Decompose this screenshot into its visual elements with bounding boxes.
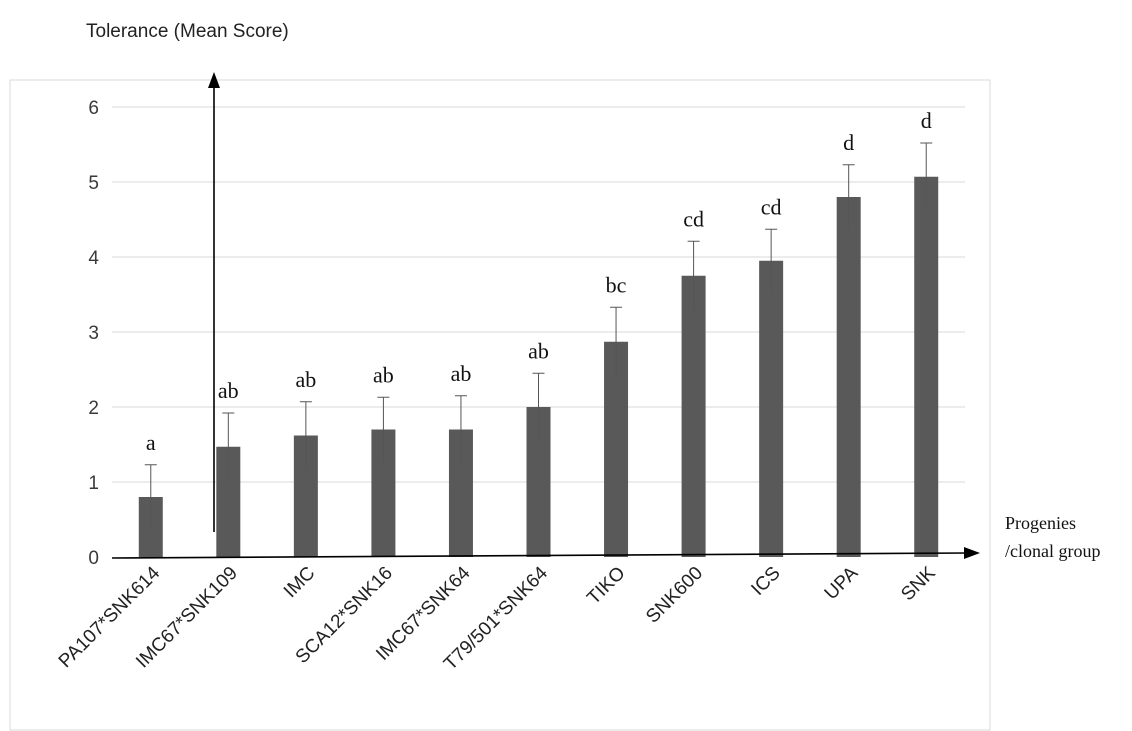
bar [914,176,939,557]
significance-letter: bc [606,272,627,297]
significance-letter: cd [683,206,704,231]
x-tick-label: SNK600 [642,563,707,628]
y-tick-label: 0 [88,548,99,569]
y-tick-labels: 0 1 2 3 4 5 6 [88,98,99,569]
bar [759,260,784,557]
y-tick-label: 6 [88,98,99,119]
significance-letter: d [921,108,932,133]
y-tick-label: 2 [88,398,99,419]
x-axis-title-line-2: /clonal group [1005,541,1100,561]
significance-letter: cd [761,194,782,219]
bar [681,275,706,557]
y-axis-title: Tolerance (Mean Score) [86,21,289,42]
significance-letter: ab [295,367,316,392]
significance-letters: a ab ab ab ab ab bc cd cd d d [146,108,932,455]
x-tick-label: IMC [280,563,319,602]
significance-letter: ab [528,338,549,363]
error-bars [144,142,933,530]
bar [836,197,861,557]
bar [604,341,629,557]
significance-letter: d [843,130,854,155]
significance-letter: ab [373,362,394,387]
y-tick-label: 1 [88,473,99,494]
y-axis-arrowhead [208,72,220,88]
x-tick-label: TIKO [583,563,629,609]
significance-letter: a [146,430,156,455]
bars [138,176,939,557]
x-axis-arrowhead [964,547,980,559]
y-tick-label: 5 [88,173,99,194]
x-tick-label: SNK [897,562,940,605]
x-tick-label: UPA [821,562,863,604]
x-axis-arrow-line [111,552,969,559]
y-tick-label: 4 [88,248,99,269]
gridlines [112,106,965,483]
significance-letter: ab [451,361,472,386]
x-axis-title-line-1: Progenies [1005,513,1076,533]
x-axis-title: Progenies /clonal group [1005,513,1100,561]
y-tick-label: 3 [88,323,99,344]
x-tick-label: ICS [747,563,784,600]
significance-letter: ab [218,378,239,403]
plot-border [9,79,991,731]
